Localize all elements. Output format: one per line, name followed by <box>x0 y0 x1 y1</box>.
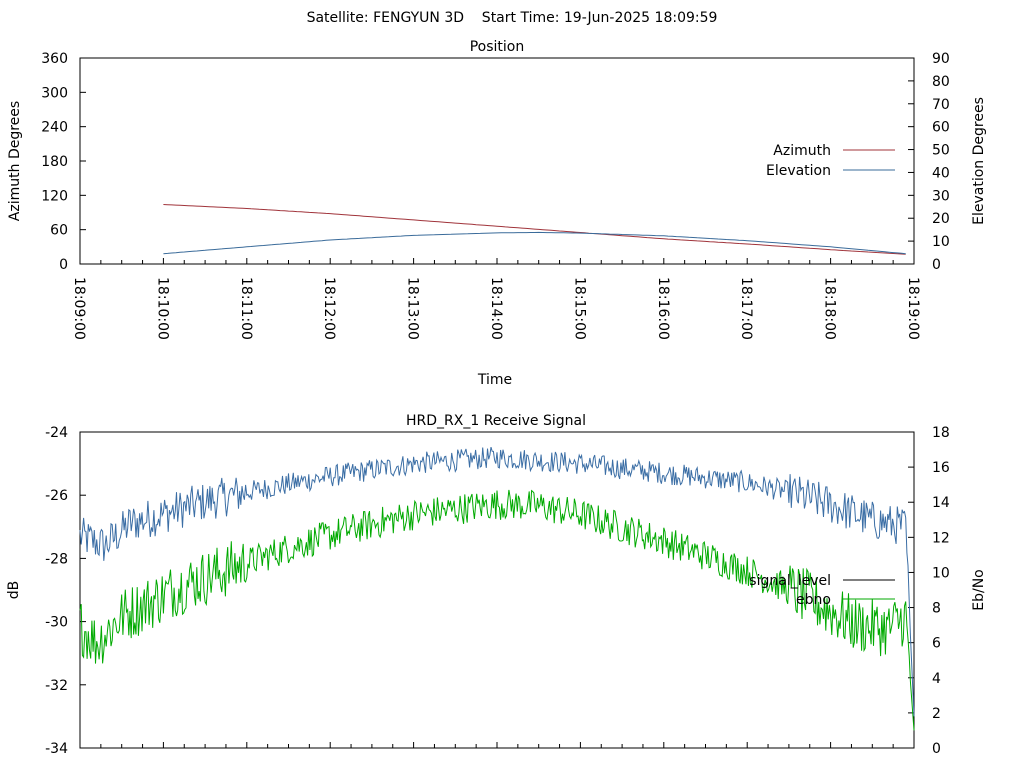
position-legend-label: Elevation <box>766 163 831 179</box>
position-x-tick-label: 18:15:00 <box>571 277 587 340</box>
position-y-tick-label: 0 <box>59 257 68 273</box>
position-y-axis-label: Azimuth Degrees <box>7 101 23 221</box>
position-y2-tick-label: 50 <box>932 143 950 159</box>
position-y2-tick-label: 70 <box>932 97 950 113</box>
position-y2-tick-label: 60 <box>932 120 950 136</box>
position-y-tick-label: 120 <box>41 188 68 204</box>
position-y2-tick-label: 20 <box>932 211 950 227</box>
position-x-tick-label: 18:12:00 <box>321 277 337 340</box>
signal-y-tick-label: -24 <box>45 425 68 441</box>
signal-y-axis-label: dB <box>6 581 22 600</box>
position-y2-tick-label: 40 <box>932 165 950 181</box>
signal-y-tick-label: -28 <box>45 551 68 567</box>
position-x-tick-label: 18:10:00 <box>154 277 170 340</box>
signal-legend-label: ebno <box>796 592 831 608</box>
position-x-tick-label: 18:14:00 <box>488 277 504 340</box>
signal-y2-tick-label: 6 <box>932 636 941 652</box>
position-legend-label: Azimuth <box>773 143 831 159</box>
signal-y-tick-label: -34 <box>45 741 68 757</box>
signal-y-tick-label: -30 <box>45 615 68 631</box>
signal-series-signal_level <box>79 446 915 717</box>
signal-legend-label: signal_level <box>749 573 831 589</box>
signal-y-tick-label: -32 <box>45 678 68 694</box>
position-y2-tick-label: 90 <box>932 51 950 67</box>
signal-y-tick-label: -26 <box>45 488 68 504</box>
position-y2-tick-label: 30 <box>932 188 950 204</box>
position-y-tick-label: 180 <box>41 154 68 170</box>
position-y2-tick-label: 80 <box>932 74 950 90</box>
position-x-tick-label: 18:11:00 <box>238 277 254 340</box>
signal-y2-tick-label: 12 <box>932 530 950 546</box>
position-x-axis-label: Time <box>477 372 512 388</box>
position-y-tick-label: 300 <box>41 85 68 101</box>
position-y2-tick-label: 10 <box>932 234 950 250</box>
position-y-tick-label: 60 <box>50 223 68 239</box>
signal-y2-tick-label: 2 <box>932 706 941 722</box>
signal-series-ebno <box>79 489 915 731</box>
position-x-tick-label: 18:18:00 <box>822 277 838 340</box>
position-y-tick-label: 240 <box>41 120 68 136</box>
signal-y2-tick-label: 18 <box>932 425 950 441</box>
signal-y2-tick-label: 16 <box>932 460 950 476</box>
signal-y2-tick-label: 8 <box>932 601 941 617</box>
position-series-azimuth <box>163 204 906 255</box>
position-x-tick-label: 18:09:00 <box>71 277 87 340</box>
page-title: Satellite: FENGYUN 3D Start Time: 19-Jun… <box>307 10 718 26</box>
signal-y2-tick-label: 4 <box>932 671 941 687</box>
signal-y2-tick-label: 10 <box>932 565 950 581</box>
position-x-tick-label: 18:19:00 <box>905 277 921 340</box>
position-y2-tick-label: 0 <box>932 257 941 273</box>
position-x-tick-label: 18:13:00 <box>405 277 421 340</box>
position-y-tick-label: 360 <box>41 51 68 67</box>
signal-y2-tick-label: 0 <box>932 741 941 757</box>
position-series-elevation <box>163 231 906 255</box>
position-x-tick-label: 18:17:00 <box>738 277 754 340</box>
signal-y2-axis-label: Eb/No <box>971 569 987 611</box>
position-chart-title: Position <box>470 39 525 55</box>
signal-y2-tick-label: 14 <box>932 495 950 511</box>
position-x-tick-label: 18:16:00 <box>655 277 671 340</box>
position-y2-axis-label: Elevation Degrees <box>971 97 987 225</box>
signal-chart-title: HRD_RX_1 Receive Signal <box>406 413 586 429</box>
